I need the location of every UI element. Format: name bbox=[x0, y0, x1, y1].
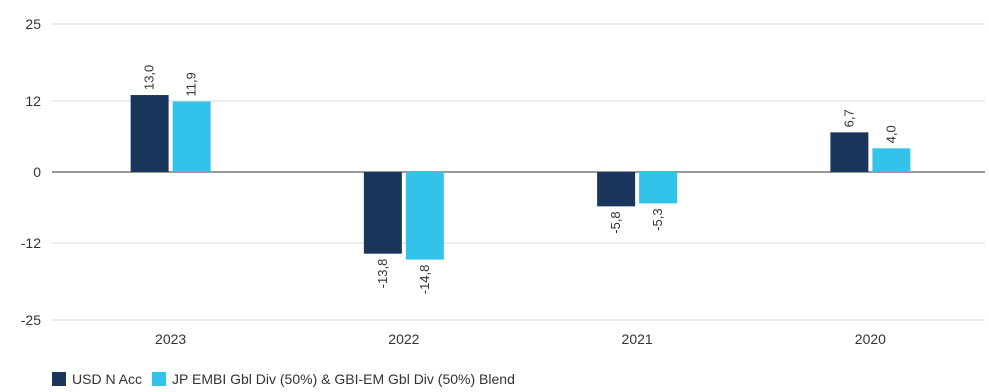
legend-swatch-series-1 bbox=[52, 372, 66, 386]
bars bbox=[130, 95, 911, 260]
y-axis-ticks: 25 12 0 -12 -25 bbox=[21, 16, 41, 328]
data-label-series-1-2021: -5,8 bbox=[608, 211, 623, 233]
x-tick-label-2021: 2021 bbox=[622, 331, 653, 347]
data-label-series-1-2020: 6,7 bbox=[841, 109, 856, 127]
data-labels: 13,0 11,9 -13,8 -14,8 -5,8 -5,3 6,7 4,0 bbox=[142, 65, 899, 295]
y-tick-label-4: -25 bbox=[21, 312, 41, 328]
legend-label-series-1: USD N Acc bbox=[72, 371, 143, 387]
x-tick-label-2023: 2023 bbox=[155, 331, 186, 347]
y-tick-label-1: 12 bbox=[25, 93, 41, 109]
data-label-series-2-2021: -5,3 bbox=[650, 208, 665, 230]
bar-series-2-2023 bbox=[172, 101, 211, 172]
bar-series-1-2021 bbox=[597, 172, 636, 207]
bar-series-1-2023 bbox=[130, 95, 169, 172]
bar-series-1-2022 bbox=[363, 172, 402, 254]
legend-swatch-series-2 bbox=[152, 372, 167, 386]
legend-label-series-2: JP EMBI Gbl Div (50%) & GBI-EM Gbl Div (… bbox=[172, 371, 515, 387]
bar-series-2-2022 bbox=[405, 172, 444, 260]
data-label-series-2-2020: 4,0 bbox=[883, 125, 898, 143]
y-tick-label-2: 0 bbox=[33, 164, 41, 180]
data-label-series-1-2023: 13,0 bbox=[142, 65, 157, 90]
x-axis-ticks: 2023 2022 2021 2020 bbox=[155, 331, 886, 347]
x-tick-label-2020: 2020 bbox=[855, 331, 886, 347]
y-tick-label-0: 25 bbox=[25, 16, 41, 32]
bar-series-2-2020 bbox=[872, 148, 911, 172]
x-tick-label-2022: 2022 bbox=[388, 331, 419, 347]
legend: USD N Acc JP EMBI Gbl Div (50%) & GBI-EM… bbox=[52, 371, 515, 387]
data-label-series-2-2022: -14,8 bbox=[417, 265, 432, 295]
legend-item-series-2: JP EMBI Gbl Div (50%) & GBI-EM Gbl Div (… bbox=[152, 371, 515, 387]
legend-item-series-1: USD N Acc bbox=[52, 371, 142, 387]
data-label-series-1-2022: -13,8 bbox=[375, 259, 390, 289]
data-label-series-2-2023: 11,9 bbox=[184, 72, 199, 96]
bar-series-1-2020 bbox=[830, 132, 869, 172]
y-tick-label-3: -12 bbox=[21, 235, 41, 251]
bar-series-2-2021 bbox=[639, 172, 678, 204]
